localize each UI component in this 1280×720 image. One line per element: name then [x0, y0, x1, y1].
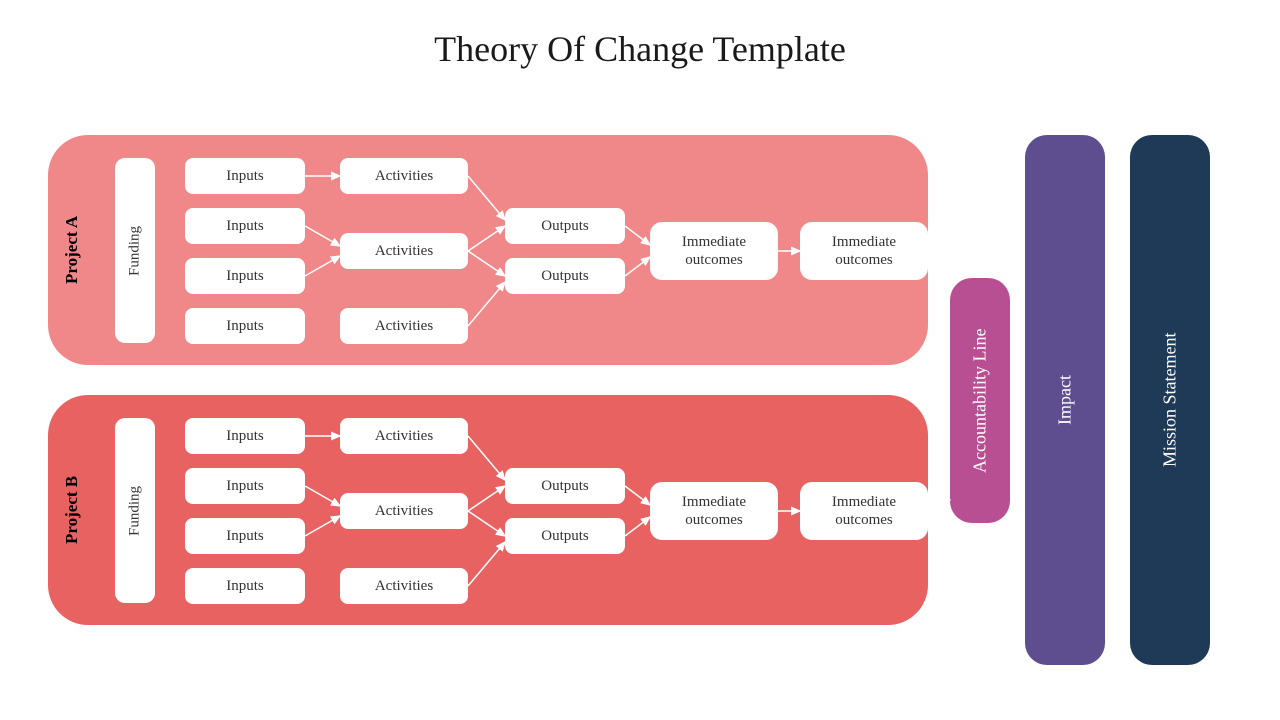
activities-cell: Activities [340, 493, 468, 529]
activities-cell: Activities [340, 308, 468, 344]
inputs-cell: Inputs [185, 258, 305, 294]
outputs-cell: Outputs [505, 518, 625, 554]
immediate_outcomes-cell: Immediate outcomes [650, 482, 778, 540]
accountability-pillar: Accountability Line [950, 278, 1010, 523]
activities-cell: Activities [340, 418, 468, 454]
immediate_outcomes-cell: Immediate outcomes [800, 222, 928, 280]
diagram-canvas: Project A Project B Funding Funding Inpu… [0, 0, 1280, 720]
impact-pillar: Impact [1025, 135, 1105, 665]
mission-pillar: Mission Statement [1130, 135, 1210, 665]
activities-cell: Activities [340, 568, 468, 604]
project-a-label: Project A [62, 200, 84, 300]
funding-box-a: Funding [115, 158, 155, 343]
project-b-label: Project B [62, 460, 84, 560]
immediate_outcomes-cell: Immediate outcomes [650, 222, 778, 280]
outputs-cell: Outputs [505, 468, 625, 504]
inputs-cell: Inputs [185, 308, 305, 344]
inputs-cell: Inputs [185, 568, 305, 604]
outputs-cell: Outputs [505, 258, 625, 294]
project-a-panel [48, 135, 928, 365]
activities-cell: Activities [340, 158, 468, 194]
funding-box-b: Funding [115, 418, 155, 603]
inputs-cell: Inputs [185, 468, 305, 504]
inputs-cell: Inputs [185, 208, 305, 244]
inputs-cell: Inputs [185, 418, 305, 454]
outputs-cell: Outputs [505, 208, 625, 244]
inputs-cell: Inputs [185, 158, 305, 194]
immediate_outcomes-cell: Immediate outcomes [800, 482, 928, 540]
inputs-cell: Inputs [185, 518, 305, 554]
activities-cell: Activities [340, 233, 468, 269]
project-b-panel [48, 395, 928, 625]
